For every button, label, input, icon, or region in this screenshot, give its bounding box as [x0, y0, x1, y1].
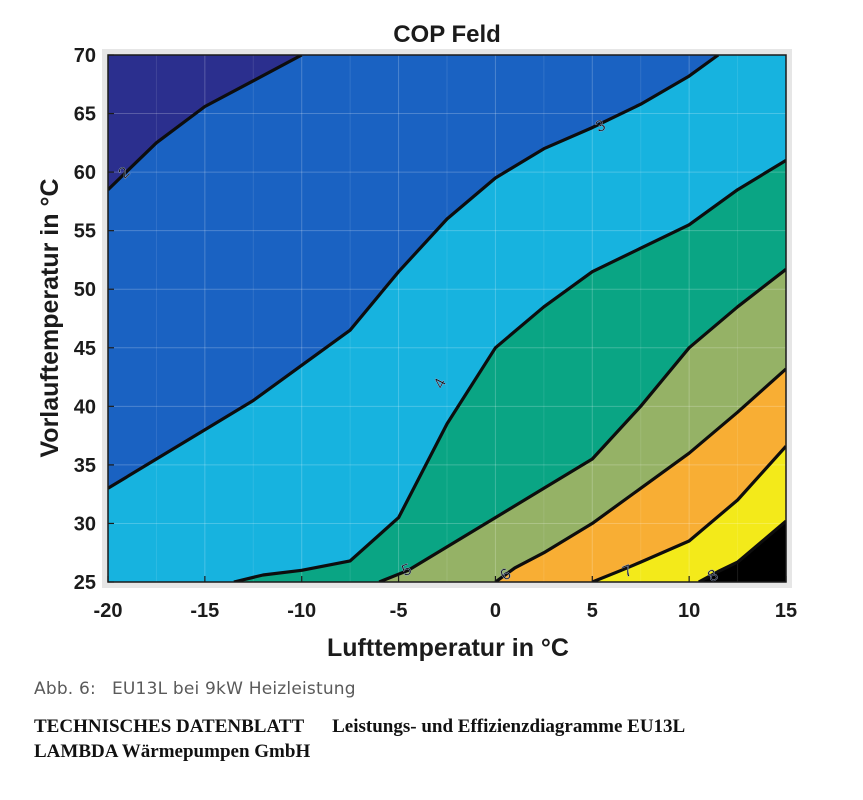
chart-title: COP Feld [393, 21, 501, 48]
footer-doc-type: TECHNISCHES DATENBLATT [34, 716, 305, 737]
plot-border [107, 54, 787, 583]
footer-doc-title: Leistungs- und Effizienzdiagramme EU13L [332, 716, 686, 737]
x-tick-label: -20 [94, 600, 123, 622]
footer-doc-line: TECHNISCHES DATENBLATT Leistungs- und Eff… [34, 716, 685, 738]
x-tick-label: 5 [587, 600, 598, 622]
x-tick-label: -15 [190, 600, 219, 622]
y-tick-label: 70 [74, 45, 96, 67]
y-tick-label: 55 [74, 221, 96, 243]
x-tick-label: -10 [287, 600, 316, 622]
figure-caption-text: EU13L bei 9kW Heizleistung [111, 679, 356, 699]
y-tick-label: 30 [74, 513, 96, 535]
y-tick-label: 50 [74, 279, 96, 301]
contour-line-cop-2 [108, 55, 303, 191]
contour-fill-layer [108, 55, 786, 582]
contour-line-cop-7 [591, 445, 786, 582]
contour-line-cop-5 [378, 268, 786, 582]
cop-region-8 [698, 521, 786, 582]
contour-line-cop-3 [108, 55, 720, 490]
x-tick-label: -5 [390, 600, 408, 622]
grid-layer [108, 55, 786, 582]
y-tick-label: 25 [74, 572, 96, 594]
cop-contour-chart: 2 3 4 5 6 7 8 -20 -15 -10 -5 0 5 10 15 25 30 35 40 45 50 55 60… [36, 21, 797, 662]
y-tick-label: 60 [74, 162, 96, 184]
x-tick-label: 0 [490, 600, 501, 622]
figure-caption: Abb. 6: EU13L bei 9kW Heizleistung [34, 679, 356, 699]
y-tick-label: 40 [74, 396, 96, 418]
cop-region-7 [592, 446, 786, 582]
contour-line-cop-8 [698, 519, 786, 582]
x-tick-label: 15 [775, 600, 797, 622]
figure-number: Abb. 6: [34, 679, 96, 699]
contour-line-cop-4 [233, 159, 786, 582]
footer-company: LAMBDA Wärmepumpen GmbH [34, 741, 311, 762]
y-tick-label: 35 [74, 455, 96, 477]
y-tick-label: 45 [74, 338, 96, 360]
y-tick-label: 65 [74, 104, 96, 126]
contour-line-cop-6 [494, 367, 786, 582]
x-axis-label: Lufttemperatur in °C [327, 634, 569, 662]
tick-layer: -20 -15 -10 -5 0 5 10 15 25 30 35 40 45 50 55 60 65 70 [74, 45, 797, 622]
x-tick-label: 10 [678, 600, 700, 622]
y-axis-label: Vorlauftemperatur in °C [36, 178, 64, 457]
